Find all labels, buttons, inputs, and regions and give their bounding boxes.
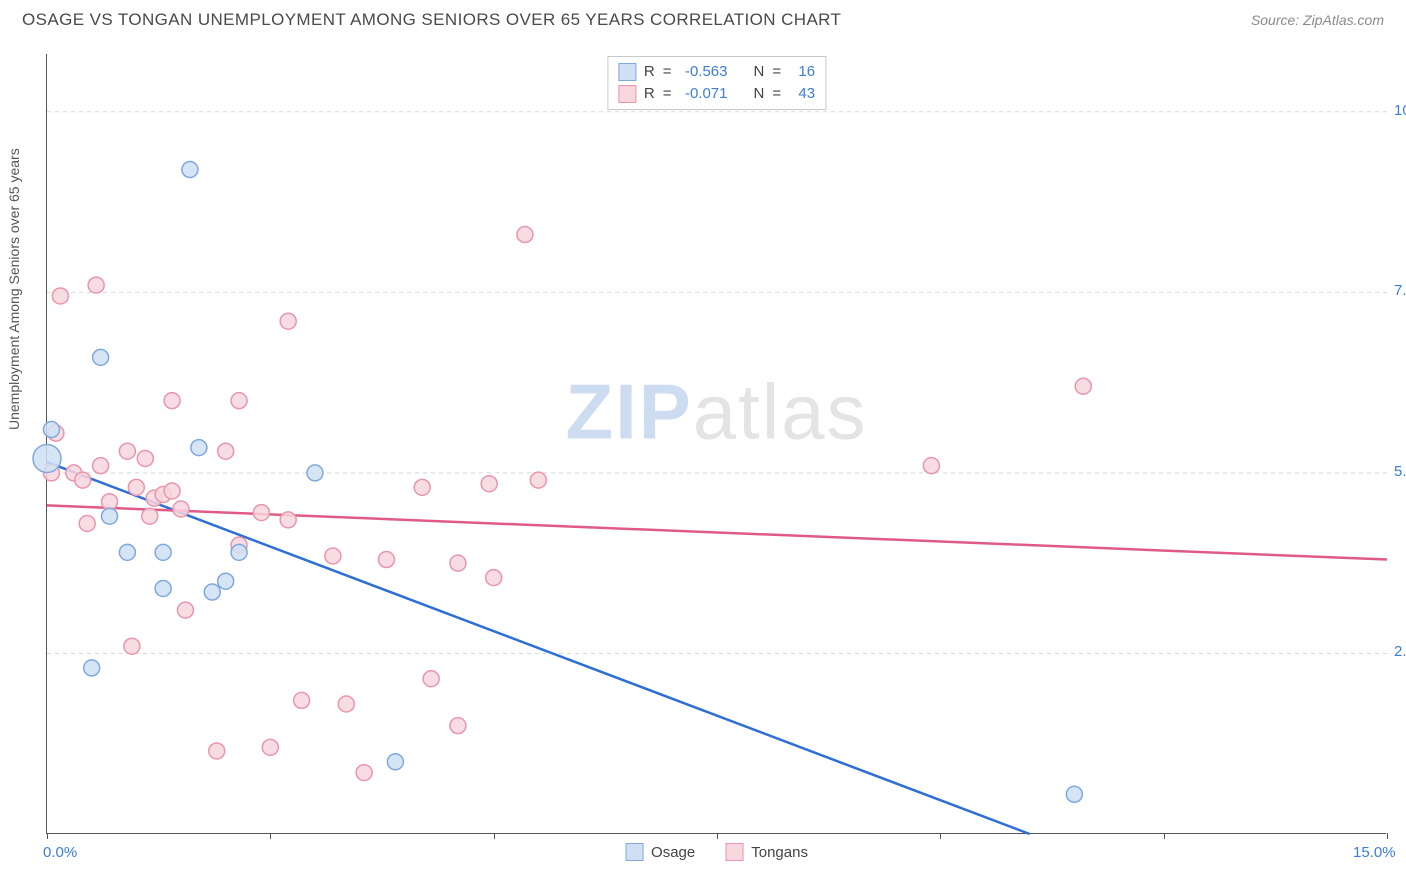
data-point-tongans: [137, 450, 153, 466]
data-point-tongans: [481, 476, 497, 492]
data-point-tongans: [142, 508, 158, 524]
chart-svg: [47, 54, 1386, 833]
x-tick-label: 15.0%: [1353, 844, 1396, 861]
y-tick-label: 7.5%: [1394, 282, 1406, 299]
swatch-osage: [618, 63, 636, 81]
data-point-tongans: [75, 472, 91, 488]
data-point-osage: [155, 544, 171, 560]
data-point-tongans: [124, 638, 140, 654]
stats-row-osage: R = -0.563 N = 16: [618, 61, 815, 83]
y-axis-label: Unemployment Among Seniors over 65 years: [6, 148, 22, 430]
data-point-osage: [93, 349, 109, 365]
data-point-tongans: [423, 671, 439, 687]
x-tick-mark: [717, 833, 718, 839]
legend-swatch-tongans: [725, 843, 743, 861]
data-point-tongans: [338, 696, 354, 712]
data-point-osage: [182, 162, 198, 178]
x-tick-label: 0.0%: [43, 844, 77, 861]
data-point-tongans: [119, 443, 135, 459]
legend-swatch-osage: [625, 843, 643, 861]
data-point-tongans: [93, 458, 109, 474]
data-point-tongans: [52, 288, 68, 304]
legend-item-osage: Osage: [625, 843, 695, 861]
x-axis-legend: Osage Tongans: [625, 843, 808, 861]
data-point-tongans: [517, 227, 533, 243]
x-tick-mark: [940, 833, 941, 839]
data-point-osage: [84, 660, 100, 676]
data-point-osage: [218, 573, 234, 589]
plot-area: ZIPatlas R = -0.563 N = 16 R = -0.071 N …: [46, 54, 1386, 834]
data-point-tongans: [325, 548, 341, 564]
data-point-tongans: [280, 512, 296, 528]
data-point-tongans: [356, 765, 372, 781]
tongans-r-value: -0.071: [680, 83, 728, 105]
y-tick-label: 5.0%: [1394, 463, 1406, 480]
data-point-osage: [33, 444, 61, 472]
data-point-tongans: [253, 505, 269, 521]
data-point-tongans: [1075, 378, 1091, 394]
data-point-tongans: [530, 472, 546, 488]
data-point-osage: [191, 440, 207, 456]
data-point-tongans: [177, 602, 193, 618]
data-point-tongans: [209, 743, 225, 759]
data-point-tongans: [218, 443, 234, 459]
osage-r-value: -0.563: [680, 61, 728, 83]
x-tick-mark: [494, 833, 495, 839]
data-point-tongans: [79, 515, 95, 531]
data-point-tongans: [173, 501, 189, 517]
data-point-osage: [231, 544, 247, 560]
swatch-tongans: [618, 85, 636, 103]
data-point-tongans: [164, 483, 180, 499]
data-point-osage: [155, 580, 171, 596]
data-point-tongans: [450, 555, 466, 571]
data-point-osage: [102, 508, 118, 524]
data-point-tongans: [128, 479, 144, 495]
source-value: ZipAtlas.com: [1303, 12, 1384, 28]
data-point-osage: [307, 465, 323, 481]
trend-line-tongans: [47, 505, 1387, 559]
x-tick-mark: [1387, 833, 1388, 839]
data-point-tongans: [378, 552, 394, 568]
stat-label-n: N: [754, 61, 765, 83]
data-point-tongans: [280, 313, 296, 329]
osage-n-value: 16: [789, 61, 815, 83]
data-point-tongans: [102, 494, 118, 510]
data-point-tongans: [262, 739, 278, 755]
x-tick-mark: [1164, 833, 1165, 839]
chart-title: OSAGE VS TONGAN UNEMPLOYMENT AMONG SENIO…: [22, 10, 841, 30]
y-tick-label: 2.5%: [1394, 643, 1406, 660]
data-point-osage: [387, 754, 403, 770]
source-attribution: Source: ZipAtlas.com: [1251, 12, 1384, 28]
data-point-osage: [1066, 786, 1082, 802]
stat-eq: =: [663, 61, 672, 83]
stat-eq: =: [772, 61, 781, 83]
data-point-tongans: [231, 393, 247, 409]
stats-row-tongans: R = -0.071 N = 43: [618, 83, 815, 105]
data-point-osage: [204, 584, 220, 600]
legend-item-tongans: Tongans: [725, 843, 808, 861]
y-tick-label: 10.0%: [1394, 102, 1406, 119]
stat-eq: =: [772, 83, 781, 105]
data-point-tongans: [486, 570, 502, 586]
legend-label-osage: Osage: [651, 844, 695, 861]
data-point-tongans: [88, 277, 104, 293]
stat-label-r: R: [644, 83, 655, 105]
data-point-tongans: [450, 718, 466, 734]
data-point-tongans: [923, 458, 939, 474]
data-point-osage: [43, 422, 59, 438]
source-label: Source:: [1251, 12, 1299, 28]
data-point-osage: [119, 544, 135, 560]
stat-label-n: N: [754, 83, 765, 105]
x-tick-mark: [47, 833, 48, 839]
data-point-tongans: [164, 393, 180, 409]
correlation-stats-box: R = -0.563 N = 16 R = -0.071 N = 43: [607, 56, 826, 110]
tongans-n-value: 43: [789, 83, 815, 105]
data-point-tongans: [294, 692, 310, 708]
stat-eq: =: [663, 83, 672, 105]
legend-label-tongans: Tongans: [751, 844, 808, 861]
data-point-tongans: [414, 479, 430, 495]
stat-label-r: R: [644, 61, 655, 83]
trend-line-osage: [47, 462, 1030, 834]
x-tick-mark: [270, 833, 271, 839]
